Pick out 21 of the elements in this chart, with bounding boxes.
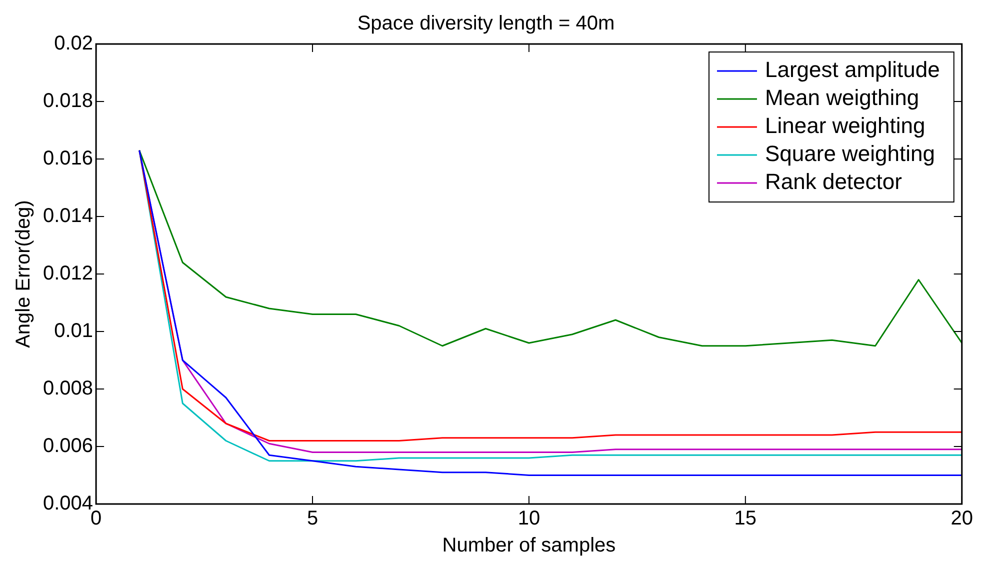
y-tick-label: 0.018 bbox=[42, 90, 94, 112]
x-tick-label: 10 bbox=[518, 508, 540, 530]
legend-label: Mean weigthing bbox=[764, 85, 920, 110]
x-tick-label: 15 bbox=[734, 508, 757, 530]
legend-label: Square weighting bbox=[764, 141, 936, 166]
y-tick-label: 0.008 bbox=[42, 378, 94, 400]
x-tick-label: 20 bbox=[950, 508, 973, 530]
legend-label: Rank detector bbox=[764, 169, 902, 194]
x-axis-title: Number of samples bbox=[442, 534, 616, 557]
x-tick-label: 0 bbox=[90, 508, 102, 530]
y-axis-title: Angle Error(deg) bbox=[12, 200, 35, 348]
y-tick-label: 0.014 bbox=[42, 205, 94, 228]
y-tick-label: 0.01 bbox=[54, 320, 94, 342]
y-tick-label: 0.02 bbox=[54, 32, 94, 55]
y-tick-label: 0.012 bbox=[42, 262, 94, 285]
legend-label: Linear weighting bbox=[764, 113, 926, 138]
y-tick-label: 0.016 bbox=[42, 148, 94, 170]
chart-title: Space diversity length = 40m bbox=[357, 12, 615, 35]
x-tick-label: 5 bbox=[306, 508, 318, 530]
legend-label: Largest amplitude bbox=[764, 57, 940, 82]
y-tick-label: 0.006 bbox=[42, 435, 94, 458]
